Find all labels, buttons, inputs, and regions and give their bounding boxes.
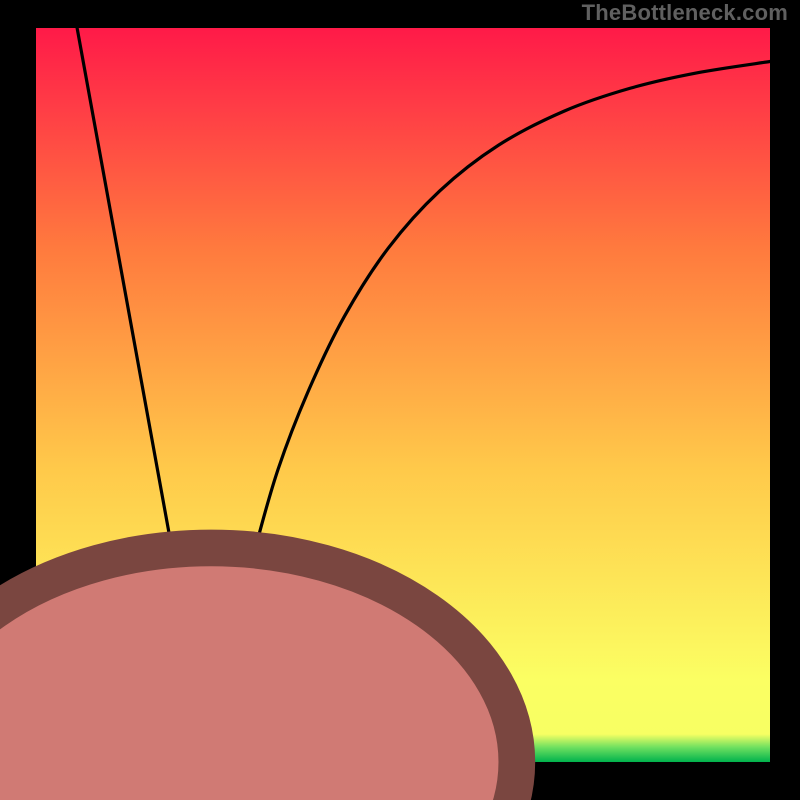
watermark-text: TheBottleneck.com [582, 0, 788, 26]
optimal-point-marker [0, 395, 578, 800]
root-container: TheBottleneck.com [0, 0, 800, 800]
plot-area [36, 28, 770, 762]
